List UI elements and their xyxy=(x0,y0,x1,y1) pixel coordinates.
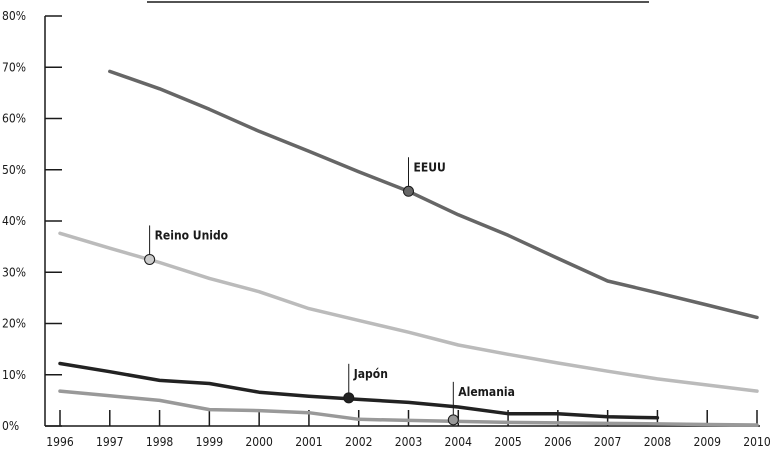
series-line-alemania xyxy=(58,389,759,427)
x-tick-label: 2010 xyxy=(743,435,771,449)
series-line-japon xyxy=(58,361,660,420)
y-tick-label: 70% xyxy=(2,60,26,74)
series-line-eeuu xyxy=(108,69,759,320)
x-tick-label: 2002 xyxy=(345,435,372,449)
callout-label-eeuu: EEUU xyxy=(414,160,446,174)
callout-marker-alemania xyxy=(447,414,459,426)
y-tick-label: 50% xyxy=(2,163,26,177)
callout-marker-reino_unido xyxy=(144,253,156,265)
x-tick-label: 2008 xyxy=(644,435,672,449)
x-tick-label: 2004 xyxy=(445,435,473,449)
y-tick-label: 20% xyxy=(2,317,26,331)
y-tick-label: 80% xyxy=(2,9,26,23)
callout-label-reino_unido: Reino Unido xyxy=(155,228,229,242)
x-tick-label: 1997 xyxy=(96,435,123,449)
y-tick-label: 30% xyxy=(2,265,26,279)
x-tick-label: 1996 xyxy=(46,435,74,449)
y-tick-label: 60% xyxy=(2,112,26,126)
callout-label-japon: Japón xyxy=(353,367,388,381)
x-tick-label: 2005 xyxy=(494,435,521,449)
x-tick-label: 2006 xyxy=(544,435,572,449)
y-tick-label: 10% xyxy=(2,368,26,382)
x-tick-label: 1999 xyxy=(196,435,224,449)
series-line-reino_unido xyxy=(58,231,759,393)
x-tick-label: 2009 xyxy=(693,435,721,449)
x-tick-label: 2000 xyxy=(245,435,273,449)
callout-label-alemania: Alemania xyxy=(458,385,515,399)
x-tick-label: 2001 xyxy=(295,435,322,449)
x-tick-label: 2007 xyxy=(594,435,621,449)
x-tick-label: 1998 xyxy=(146,435,174,449)
callout-marker-japon xyxy=(343,392,355,404)
x-tick-label: 2003 xyxy=(395,435,422,449)
y-tick-label: 0% xyxy=(2,419,19,433)
y-tick-label: 40% xyxy=(2,214,26,228)
callout-marker-eeuu xyxy=(403,185,414,197)
